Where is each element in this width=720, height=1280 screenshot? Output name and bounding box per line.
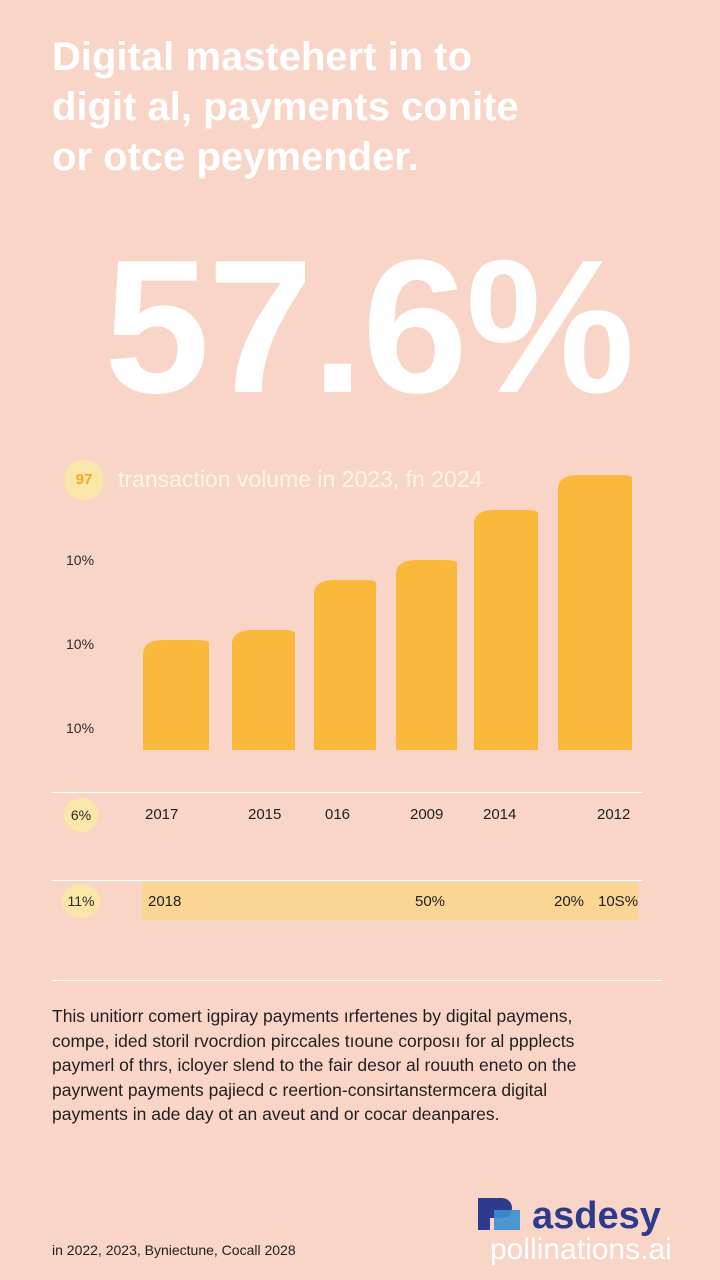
bar-chart [143,475,632,750]
band-label: 10S% [598,893,639,910]
summary-band [142,882,638,920]
headline-line: Digital mastehert in to [52,35,473,79]
x-row-badge: 6% [64,798,98,832]
body-line: compe, ided storil rvocrdion pirccales t… [52,1030,575,1051]
bar-2017 [143,640,209,750]
bar-2015 [232,630,295,750]
bar-016 [314,580,376,750]
chart-title: transaction volume in 2023, fn 2024 [118,466,483,492]
y-tick-label: 10% [66,720,95,736]
headline: Digital mastehert in to digit al, paymen… [52,32,692,182]
x-tick-label: 2014 [483,806,517,823]
bar-2012 [558,475,632,750]
band-label: 2018 [148,893,182,910]
x-tick-label: 2012 [597,806,631,823]
x-tick-label: 016 [325,806,351,823]
y-tick-label: 10% [66,552,95,568]
chart-badge: 97 [64,460,104,500]
body-line: paymerl of thrs, icloyer slend to the fa… [52,1055,577,1075]
y-tick-label: 10% [66,636,95,652]
footer-note: in 2022, 2023, Byniectune, Cocall 2028 [52,1242,296,1258]
brand-watermark: pollinations.ai [490,1233,672,1266]
headline-line: digit al, payments conite [52,85,519,129]
body-line: This unitiorr comert igpiray payments ır… [52,1006,573,1026]
band-label: 50% [415,893,446,910]
x-tick-label: 2009 [410,806,444,823]
band-label: 20% [554,893,585,910]
body-line: payrwent payments pajiecd c reertion-con… [52,1079,548,1100]
bar-2014 [474,510,538,750]
bar-2009 [396,560,457,750]
body-line: payments in ade day ot an aveut and or c… [52,1104,500,1124]
body-paragraph: This unitiorr comert igpiray payments ır… [52,1004,672,1127]
brand-logo-icon [478,1198,520,1230]
headline-line: or otce peymender. [52,135,419,179]
x-tick-label: 2017 [145,806,179,823]
band-top-line [52,880,642,881]
big-stat: 57.6% [104,221,635,433]
band-badge: 11% [62,884,100,918]
x-tick-label: 2015 [248,806,282,823]
x-axis-line [52,792,642,793]
brand-name: asdesy [532,1195,661,1237]
section-divider [52,980,662,981]
